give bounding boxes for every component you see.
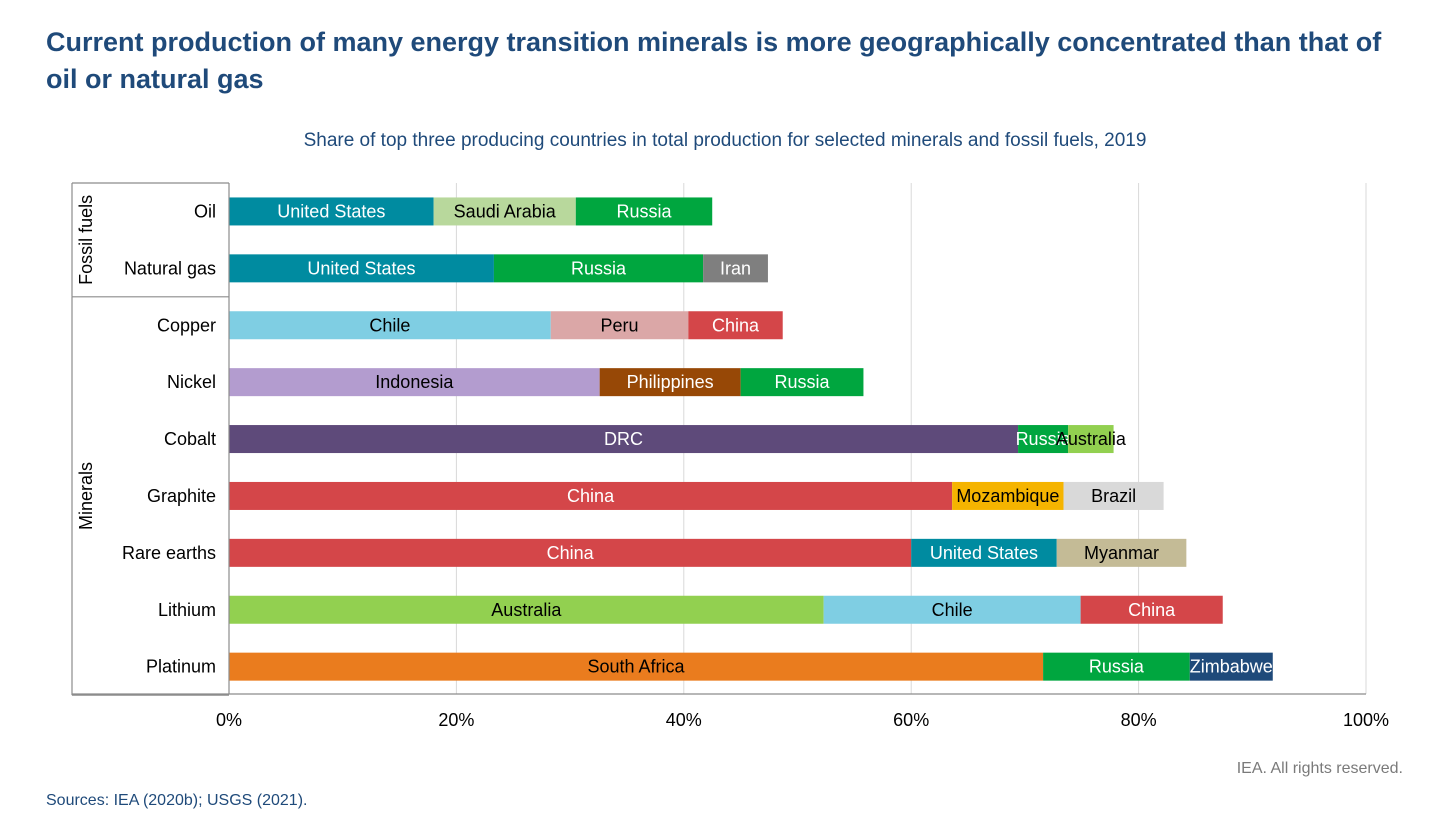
bar-segment bbox=[1189, 652, 1273, 681]
segment-label: South Africa bbox=[588, 657, 686, 677]
segment-label: Indonesia bbox=[375, 372, 454, 392]
chart-title: Current production of many energy transi… bbox=[46, 27, 1382, 94]
bar-segment bbox=[740, 368, 864, 397]
bar-segment bbox=[229, 368, 600, 397]
bar-segment bbox=[575, 197, 713, 226]
category-label: Nickel bbox=[167, 372, 216, 392]
bar-segment bbox=[550, 311, 689, 340]
bar-segment bbox=[229, 538, 912, 567]
bar-segment bbox=[823, 595, 1081, 624]
segment-label: China bbox=[712, 315, 760, 335]
x-tick-label: 0% bbox=[216, 710, 242, 730]
segment-label: Russia bbox=[616, 201, 672, 221]
bar-segment bbox=[1063, 481, 1164, 510]
category-label: Rare earths bbox=[122, 543, 216, 563]
bar-segment bbox=[703, 254, 768, 283]
bar-segment bbox=[229, 595, 824, 624]
category-label: Platinum bbox=[146, 657, 216, 677]
bar-segment bbox=[229, 311, 551, 340]
x-tick-label: 20% bbox=[438, 710, 474, 730]
sources-note: Sources: IEA (2020b); USGS (2021). bbox=[46, 792, 308, 809]
bar-segment bbox=[952, 481, 1064, 510]
bar-segment bbox=[229, 254, 494, 283]
segment-label: Russia bbox=[775, 372, 831, 392]
segment-label: DRC bbox=[604, 429, 643, 449]
x-tick-label: 80% bbox=[1121, 710, 1157, 730]
segment-label: Brazil bbox=[1091, 486, 1136, 506]
x-tick-label: 100% bbox=[1343, 710, 1389, 730]
bar-segment bbox=[1068, 425, 1114, 454]
segment-label: Saudi Arabia bbox=[454, 201, 557, 221]
segment-label: Australia bbox=[1056, 429, 1127, 449]
category-label: Lithium bbox=[158, 600, 216, 620]
bar-segment bbox=[599, 368, 741, 397]
segment-label: Zimbabwe bbox=[1190, 657, 1273, 677]
bar-segment bbox=[229, 481, 953, 510]
segment-label: Philippines bbox=[627, 372, 714, 392]
segment-label: China bbox=[567, 486, 615, 506]
bar-segment bbox=[433, 197, 576, 226]
segment-label: Russia bbox=[1089, 657, 1145, 677]
segment-label: United States bbox=[307, 258, 415, 278]
segment-label: China bbox=[1128, 600, 1176, 620]
segment-label: United States bbox=[277, 201, 385, 221]
rights-notice: IEA. All rights reserved. bbox=[1236, 760, 1403, 777]
segment-label: Peru bbox=[601, 315, 639, 335]
bar-segment bbox=[1043, 652, 1190, 681]
x-tick-label: 60% bbox=[893, 710, 929, 730]
segment-label: Chile bbox=[932, 600, 973, 620]
bar-segment bbox=[911, 538, 1057, 567]
segment-label: China bbox=[547, 543, 595, 563]
segment-label: Australia bbox=[491, 600, 562, 620]
segment-label: Russia bbox=[571, 258, 627, 278]
group-label: Fossil fuels bbox=[76, 195, 96, 285]
bar-segment bbox=[1018, 425, 1069, 454]
category-label: Cobalt bbox=[164, 429, 216, 449]
segment-label: Mozambique bbox=[956, 486, 1059, 506]
segment-label: Iran bbox=[720, 258, 751, 278]
bar-segment bbox=[229, 425, 1019, 454]
bar-segment bbox=[493, 254, 704, 283]
x-tick-label: 40% bbox=[666, 710, 702, 730]
bar-segment bbox=[1080, 595, 1223, 624]
chart-subtitle: Share of top three producing countries i… bbox=[303, 130, 1147, 151]
segment-label: Russia bbox=[1016, 429, 1072, 449]
category-label: Natural gas bbox=[124, 258, 216, 278]
stacked-bar-chart: 0% 20% 40% 60% 80% 100% Oil United States Saudi … bbox=[71, 182, 1389, 730]
category-label: Copper bbox=[157, 315, 216, 335]
bar-segment bbox=[688, 311, 783, 340]
category-label: Oil bbox=[194, 201, 216, 221]
bar-segment bbox=[1056, 538, 1187, 567]
bar-segment bbox=[229, 652, 1044, 681]
bar-segment bbox=[229, 197, 434, 226]
segment-label: Chile bbox=[369, 315, 410, 335]
category-label: Graphite bbox=[147, 486, 216, 506]
segment-label: United States bbox=[930, 543, 1038, 563]
group-label: Minerals bbox=[76, 462, 96, 530]
segment-label: Myanmar bbox=[1084, 543, 1159, 563]
